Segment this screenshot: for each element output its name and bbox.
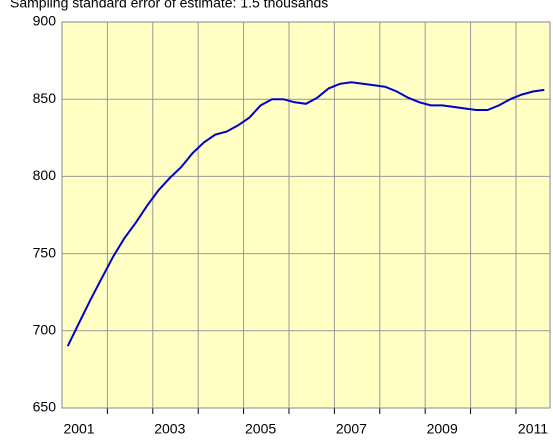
x-tick-label: 2011 — [518, 421, 548, 437]
chart-subtitle: Sampling standard error of estimate: 1.5… — [10, 0, 328, 11]
x-tick-label: 2009 — [427, 421, 458, 437]
y-tick-label: 650 — [33, 399, 57, 415]
data-line — [66, 81, 545, 347]
plot-area — [62, 22, 550, 408]
x-tick-label: 2007 — [336, 421, 367, 437]
plot-border — [61, 21, 551, 409]
y-tick-label: 900 — [33, 13, 57, 29]
x-tick-label: 2003 — [154, 421, 185, 437]
y-tick-label: 700 — [33, 322, 57, 338]
x-tick-label: 2001 — [63, 421, 94, 437]
y-tick-label: 800 — [33, 167, 57, 183]
y-tick-label: 750 — [33, 244, 57, 260]
x-tick-label: 2005 — [245, 421, 276, 437]
y-tick-label: 850 — [33, 90, 57, 106]
